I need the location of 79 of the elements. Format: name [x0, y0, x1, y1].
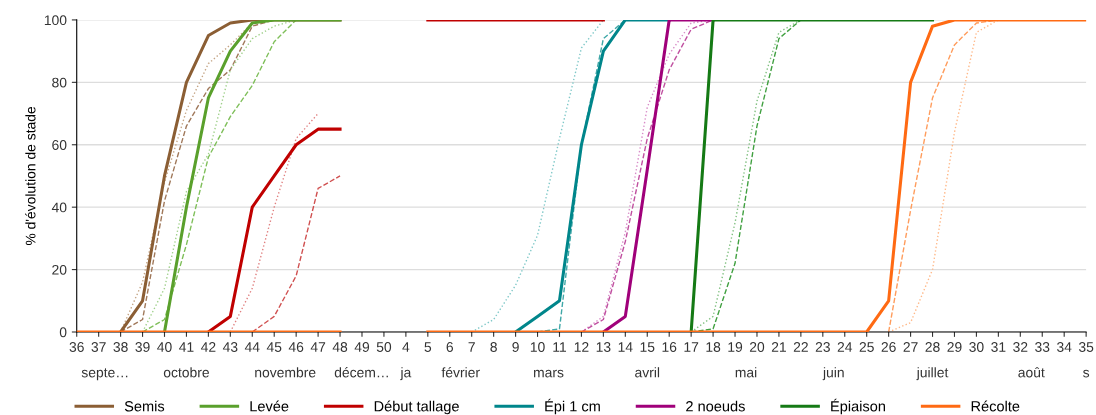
x-tick-label: 47 [310, 342, 326, 352]
x-tick-label: 25 [859, 342, 874, 352]
x-tick-label: 31 [991, 342, 1006, 352]
x-tick-label: 13 [596, 342, 611, 352]
x-tick-label: 30 [969, 342, 984, 352]
x-tick-label: 19 [728, 342, 743, 352]
line-series [141, 19, 297, 332]
x-tick-label: 35 [1078, 342, 1094, 352]
x-tick-label: 7 [468, 342, 475, 352]
x-tick-label: 20 [749, 342, 765, 352]
text: ja [400, 367, 412, 381]
x-tick-label: 28 [925, 342, 940, 352]
x-tick-label: 49 [354, 342, 370, 352]
y-tick-label: 100 [44, 15, 67, 26]
y-tick-label: 60 [52, 140, 67, 150]
x-tick-label: 45 [266, 342, 282, 352]
text: février [441, 367, 480, 378]
text: juillet [916, 367, 949, 381]
text: décem… [334, 367, 388, 378]
x-tick-label: 15 [640, 342, 655, 352]
line-series [162, 19, 342, 332]
x-tick-label: 6 [446, 342, 454, 352]
y-axis-title: % d'évolution de stade [25, 106, 36, 246]
line-series [514, 19, 671, 332]
x-tick-label: 21 [771, 342, 786, 352]
x-tick-label: 9 [512, 342, 519, 352]
x-tick-label: 10 [530, 342, 545, 352]
text: septe… [81, 368, 128, 381]
x-tick-label: 12 [574, 342, 589, 352]
x-tick-label: 34 [1057, 342, 1072, 352]
y-tick-label: 80 [52, 77, 67, 88]
x-tick-label: 23 [815, 342, 830, 352]
x-tick-label: 39 [135, 342, 150, 352]
x-tick-label: 16 [662, 342, 677, 352]
x-tick-label: 29 [947, 342, 962, 352]
x-tick-label: 37 [91, 342, 106, 352]
legend-label: 2 noeuds [686, 400, 745, 412]
x-tick-label: 32 [1013, 342, 1028, 352]
y-tick-label: 40 [51, 202, 67, 213]
text: octobre [163, 367, 209, 378]
x-tick-label: 24 [837, 342, 853, 352]
y-tick-label: 0 [59, 327, 67, 338]
x-tick-label: 38 [113, 342, 128, 352]
x-tick-label: 41 [179, 342, 194, 352]
x-tick-label: 11 [553, 342, 567, 352]
x-tick-label: 4 [402, 342, 410, 352]
text: juin [822, 367, 844, 381]
x-tick-label: 42 [200, 342, 216, 352]
x-tick-label: 22 [793, 342, 808, 352]
x-tick-label: 18 [706, 342, 721, 352]
legend-label: Levée [250, 400, 289, 412]
text: mai [735, 367, 757, 378]
legend-label: Début tallage [374, 400, 459, 415]
y-tick-label: 20 [52, 264, 67, 275]
x-tick-label: 36 [69, 342, 84, 352]
x-tick-label: 48 [332, 342, 348, 352]
x-tick-label: 40 [157, 342, 172, 352]
x-tick-label: 44 [244, 342, 260, 352]
x-tick-label: 26 [881, 342, 896, 352]
x-tick-label: 17 [684, 342, 699, 352]
text: novembre [255, 367, 316, 378]
line-series [229, 112, 319, 332]
x-tick-label: 14 [618, 342, 633, 352]
legend-label: Épiaison [831, 398, 885, 415]
x-tick-label: 8 [490, 342, 497, 352]
text: août [1018, 367, 1045, 378]
text: mars [534, 369, 564, 378]
x-tick-label: 43 [222, 342, 238, 352]
text: s [1083, 369, 1090, 378]
x-tick-label: 5 [424, 342, 432, 352]
line-series [601, 19, 715, 332]
legend-label: Semis [124, 400, 165, 412]
x-tick-label: 27 [903, 342, 918, 352]
text: avril [635, 367, 660, 378]
legend-label: Épi 1 cm [545, 398, 600, 415]
x-tick-label: 50 [376, 342, 392, 352]
legend-label: Récolte [971, 400, 1020, 412]
x-tick-label: 46 [288, 342, 304, 352]
x-tick-label: 33 [1035, 342, 1050, 352]
